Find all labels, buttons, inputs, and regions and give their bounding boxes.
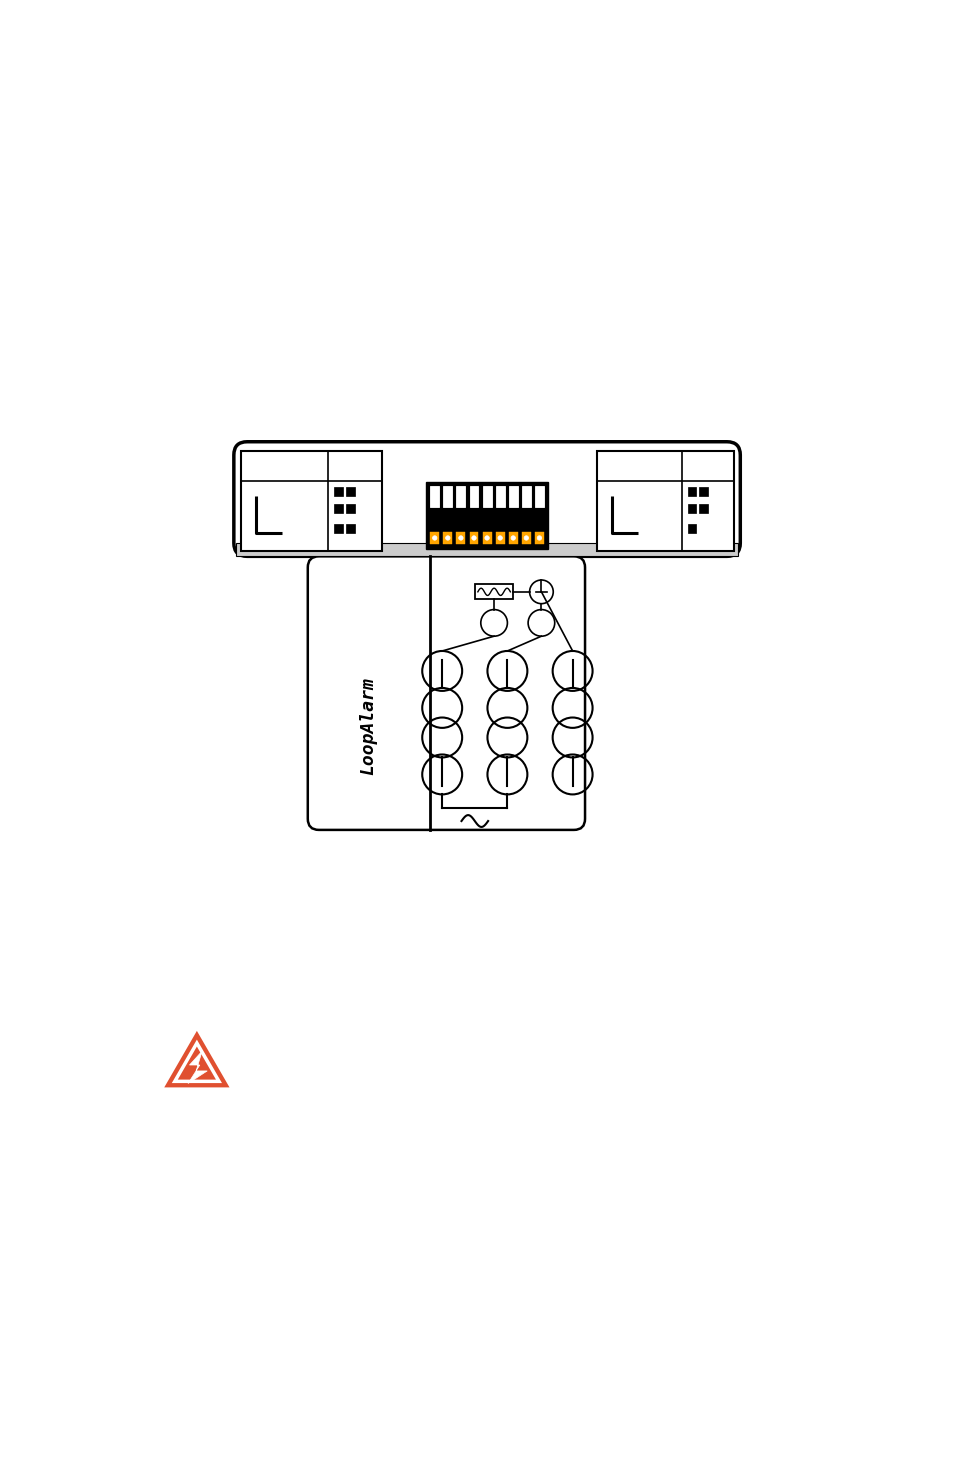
Circle shape [472,535,476,540]
Bar [235,543,738,556]
Bar [346,524,355,532]
Bar [521,532,530,544]
Bar [443,532,452,544]
Bar [443,487,452,507]
Circle shape [445,535,450,540]
Polygon shape [188,1052,207,1084]
Circle shape [537,535,541,540]
Bar [456,532,465,544]
Bar [699,487,707,496]
Text: LoopAlarm: LoopAlarm [359,677,377,774]
Bar [334,524,343,532]
Bar [241,451,381,552]
Bar [482,487,491,507]
Bar [430,487,438,507]
Bar [346,504,355,513]
Bar [535,487,543,507]
Bar [687,504,696,513]
Bar [508,487,517,507]
Bar [346,487,355,496]
Circle shape [497,535,502,540]
FancyBboxPatch shape [233,441,740,556]
Bar [469,487,477,507]
Circle shape [523,535,528,540]
Bar [687,487,696,496]
Bar [334,504,343,513]
Bar [496,487,504,507]
Bar [496,532,504,544]
Bar [687,524,696,532]
Circle shape [484,535,489,540]
Circle shape [511,535,515,540]
Polygon shape [170,1038,223,1084]
Bar [475,584,513,599]
Bar [426,482,547,549]
Bar [334,487,343,496]
Bar [699,504,707,513]
Bar [508,532,517,544]
Bar [469,532,477,544]
Circle shape [432,535,436,540]
Bar [456,487,465,507]
Polygon shape [174,1043,219,1081]
Circle shape [458,535,462,540]
Bar [521,487,530,507]
Bar [597,451,733,552]
Bar [482,532,491,544]
FancyBboxPatch shape [308,556,584,830]
Bar [535,532,543,544]
Bar [430,532,438,544]
